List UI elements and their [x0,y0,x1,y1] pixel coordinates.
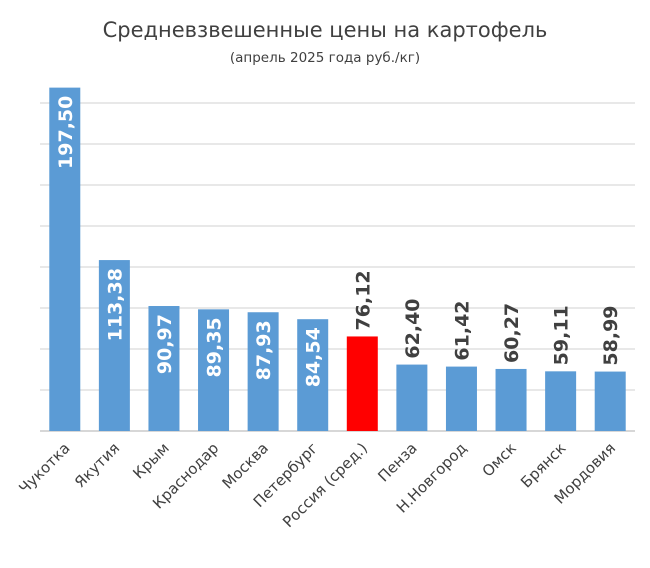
category-label: Чукотка [15,439,73,497]
chart-subtitle: (апрель 2025 года руб./кг) [230,50,420,66]
bars [49,87,626,431]
bar [594,371,626,431]
data-label: 87,93 [253,320,275,380]
data-label: 84,54 [303,327,325,387]
data-label: 89,35 [204,317,226,377]
category-label: Омск [479,439,520,480]
category-label: Крым [129,439,172,482]
bar [297,319,329,431]
data-labels: 197,50 113,38 90,97 89,35 87,93 84,54 76,12 62,… [55,96,622,388]
chart-title: Средневзвешенные цены на картофель [103,18,548,42]
bar [396,364,428,431]
data-label: 197,50 [55,96,77,169]
bar [98,260,130,431]
bar [545,371,577,431]
category-label: Россия (сред.) [279,439,371,531]
data-label: 90,97 [154,314,176,374]
data-label: 62,40 [402,298,424,358]
bar [198,309,230,431]
data-label: 59,11 [551,305,573,365]
category-label: Пенза [374,439,420,485]
bar [495,368,527,431]
gridlines [40,102,635,432]
data-label: 76,12 [352,270,374,330]
bar [247,312,279,431]
data-label: 113,38 [104,268,126,341]
data-label: 60,27 [501,303,523,363]
data-label: 58,99 [600,305,622,365]
bar [445,366,477,431]
data-label: 61,42 [451,300,473,360]
bar [346,336,378,431]
bar [49,87,81,431]
category-label: Якутия [71,439,123,491]
bar [148,306,180,431]
